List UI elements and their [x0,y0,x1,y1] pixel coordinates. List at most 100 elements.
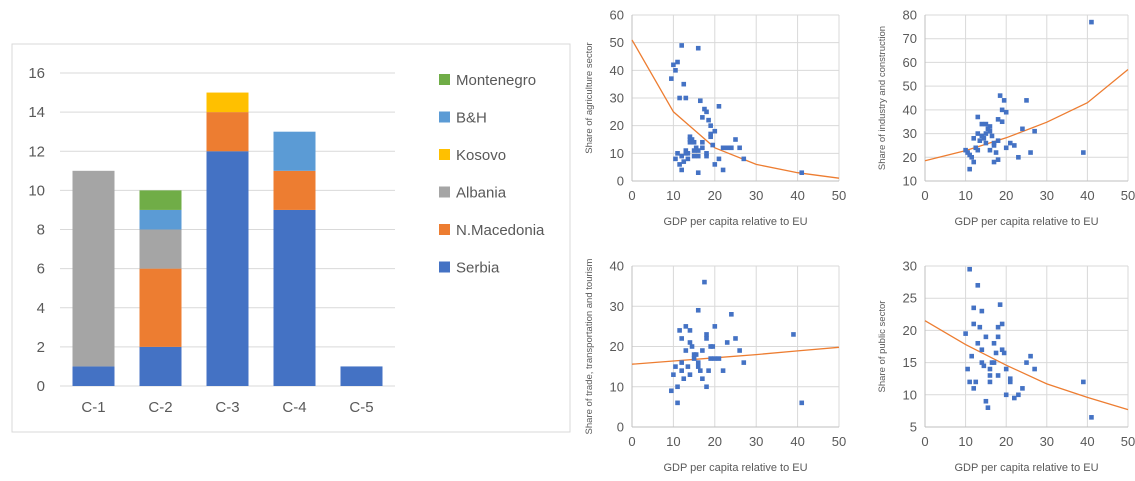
y-tick-label: 30 [903,259,917,274]
scatter-point [979,347,985,353]
scatter-point [975,340,981,346]
scatter-point [993,150,999,155]
y-tick-label: 0 [617,174,624,189]
scatter-point [675,151,680,156]
scatter-point [1020,386,1025,391]
scatter-point [1001,98,1007,103]
scatter-point [983,398,989,404]
scatter-point [720,145,726,151]
scatter-point [700,115,705,120]
legend-label: Albania [456,185,507,202]
scatter-point [969,353,974,359]
scatter-point [687,328,693,333]
scatter-point [720,167,726,173]
scatter-point [973,379,979,385]
scatter-point [737,145,742,151]
scatter-point [1003,392,1009,398]
scatter-point [979,308,985,314]
bar-segment [206,92,249,113]
scatter-point [1003,109,1009,115]
legend-label: N.Macedonia [456,222,545,239]
x-axis-title: GDP per capita relative to EU [954,216,1098,228]
scatter-point [704,384,709,390]
y-tick-label: 40 [903,102,917,117]
x-tick-label: 50 [832,434,846,449]
bar-segment [139,229,182,269]
x-tick-label: 10 [958,434,972,449]
legend-label: Kosovo [456,147,506,164]
scatter-point [1003,145,1009,151]
x-tick-label: 50 [832,188,846,203]
scatter-point [991,340,997,346]
scatter-point [689,137,695,142]
scatter-point [679,153,684,159]
scatter-point [987,366,993,372]
scatter-point [700,348,705,353]
scatter-point [677,328,682,333]
scatter-point [981,363,987,369]
scatter-point [683,151,689,156]
scatter-point [691,139,697,145]
scatter-point [995,373,1001,378]
scatter-point [1081,379,1086,385]
y-tick-label: 60 [903,55,917,70]
scatter-point [708,131,713,137]
x-tick-label: C-1 [81,399,105,416]
scatter-point [673,156,678,162]
x-tick-label: 0 [921,434,928,449]
y-axis-title: Share of trade, transportation and touri… [584,258,595,434]
scatter-point [679,167,684,173]
scatter-point [691,356,697,361]
scatter-point [716,104,722,109]
scatter-point [702,279,707,285]
scatter-point [983,334,989,340]
scatter-point [681,376,687,381]
scatter-point [673,364,678,369]
scatter-point [963,147,968,153]
scatter-point [704,332,709,337]
scatter-point [1012,143,1017,148]
scatter-point [687,340,693,345]
scatter-point [1020,126,1025,132]
x-tick-label: 0 [628,434,635,449]
scatter-point [995,157,1001,162]
y-tick-label: 16 [28,65,45,82]
bar-segment [72,170,115,367]
scatter-point [1089,415,1094,420]
scatter-point [987,379,993,385]
scatter-point [685,156,691,162]
scatter-point [691,148,697,153]
bar-segment [206,112,249,152]
scatter-point [975,114,981,120]
scatter-point [979,360,985,365]
y-tick-label: 15 [903,355,917,370]
scatter-point [1024,98,1029,103]
scatter-point [704,151,709,156]
scatter-point [700,376,705,381]
scatter-point [987,147,993,153]
scatter-point [691,153,697,159]
scatter-point [967,166,972,172]
bar-segment [340,366,383,386]
scatter-point [991,159,997,165]
legend-swatch [439,149,450,160]
scatter-point [720,368,726,373]
x-tick-label: 30 [749,434,763,449]
scatter-point [991,140,997,146]
scatter-point [989,133,995,139]
scatter-point [683,324,689,329]
scatter-point [971,386,977,391]
y-tick-label: 20 [903,323,917,338]
scatter-point [675,384,680,390]
scatter-point [971,321,977,327]
scatter-point [995,324,1001,330]
scatter-point [799,400,805,406]
scatter-point [965,366,970,372]
scatter-point [716,156,722,162]
bar-segment [206,151,249,386]
scatter-point [729,312,734,317]
x-axis-title: GDP per capita relative to EU [663,462,807,474]
scatter-point [695,307,701,313]
x-tick-label: 40 [790,188,804,203]
x-tick-label: 50 [1121,188,1135,203]
